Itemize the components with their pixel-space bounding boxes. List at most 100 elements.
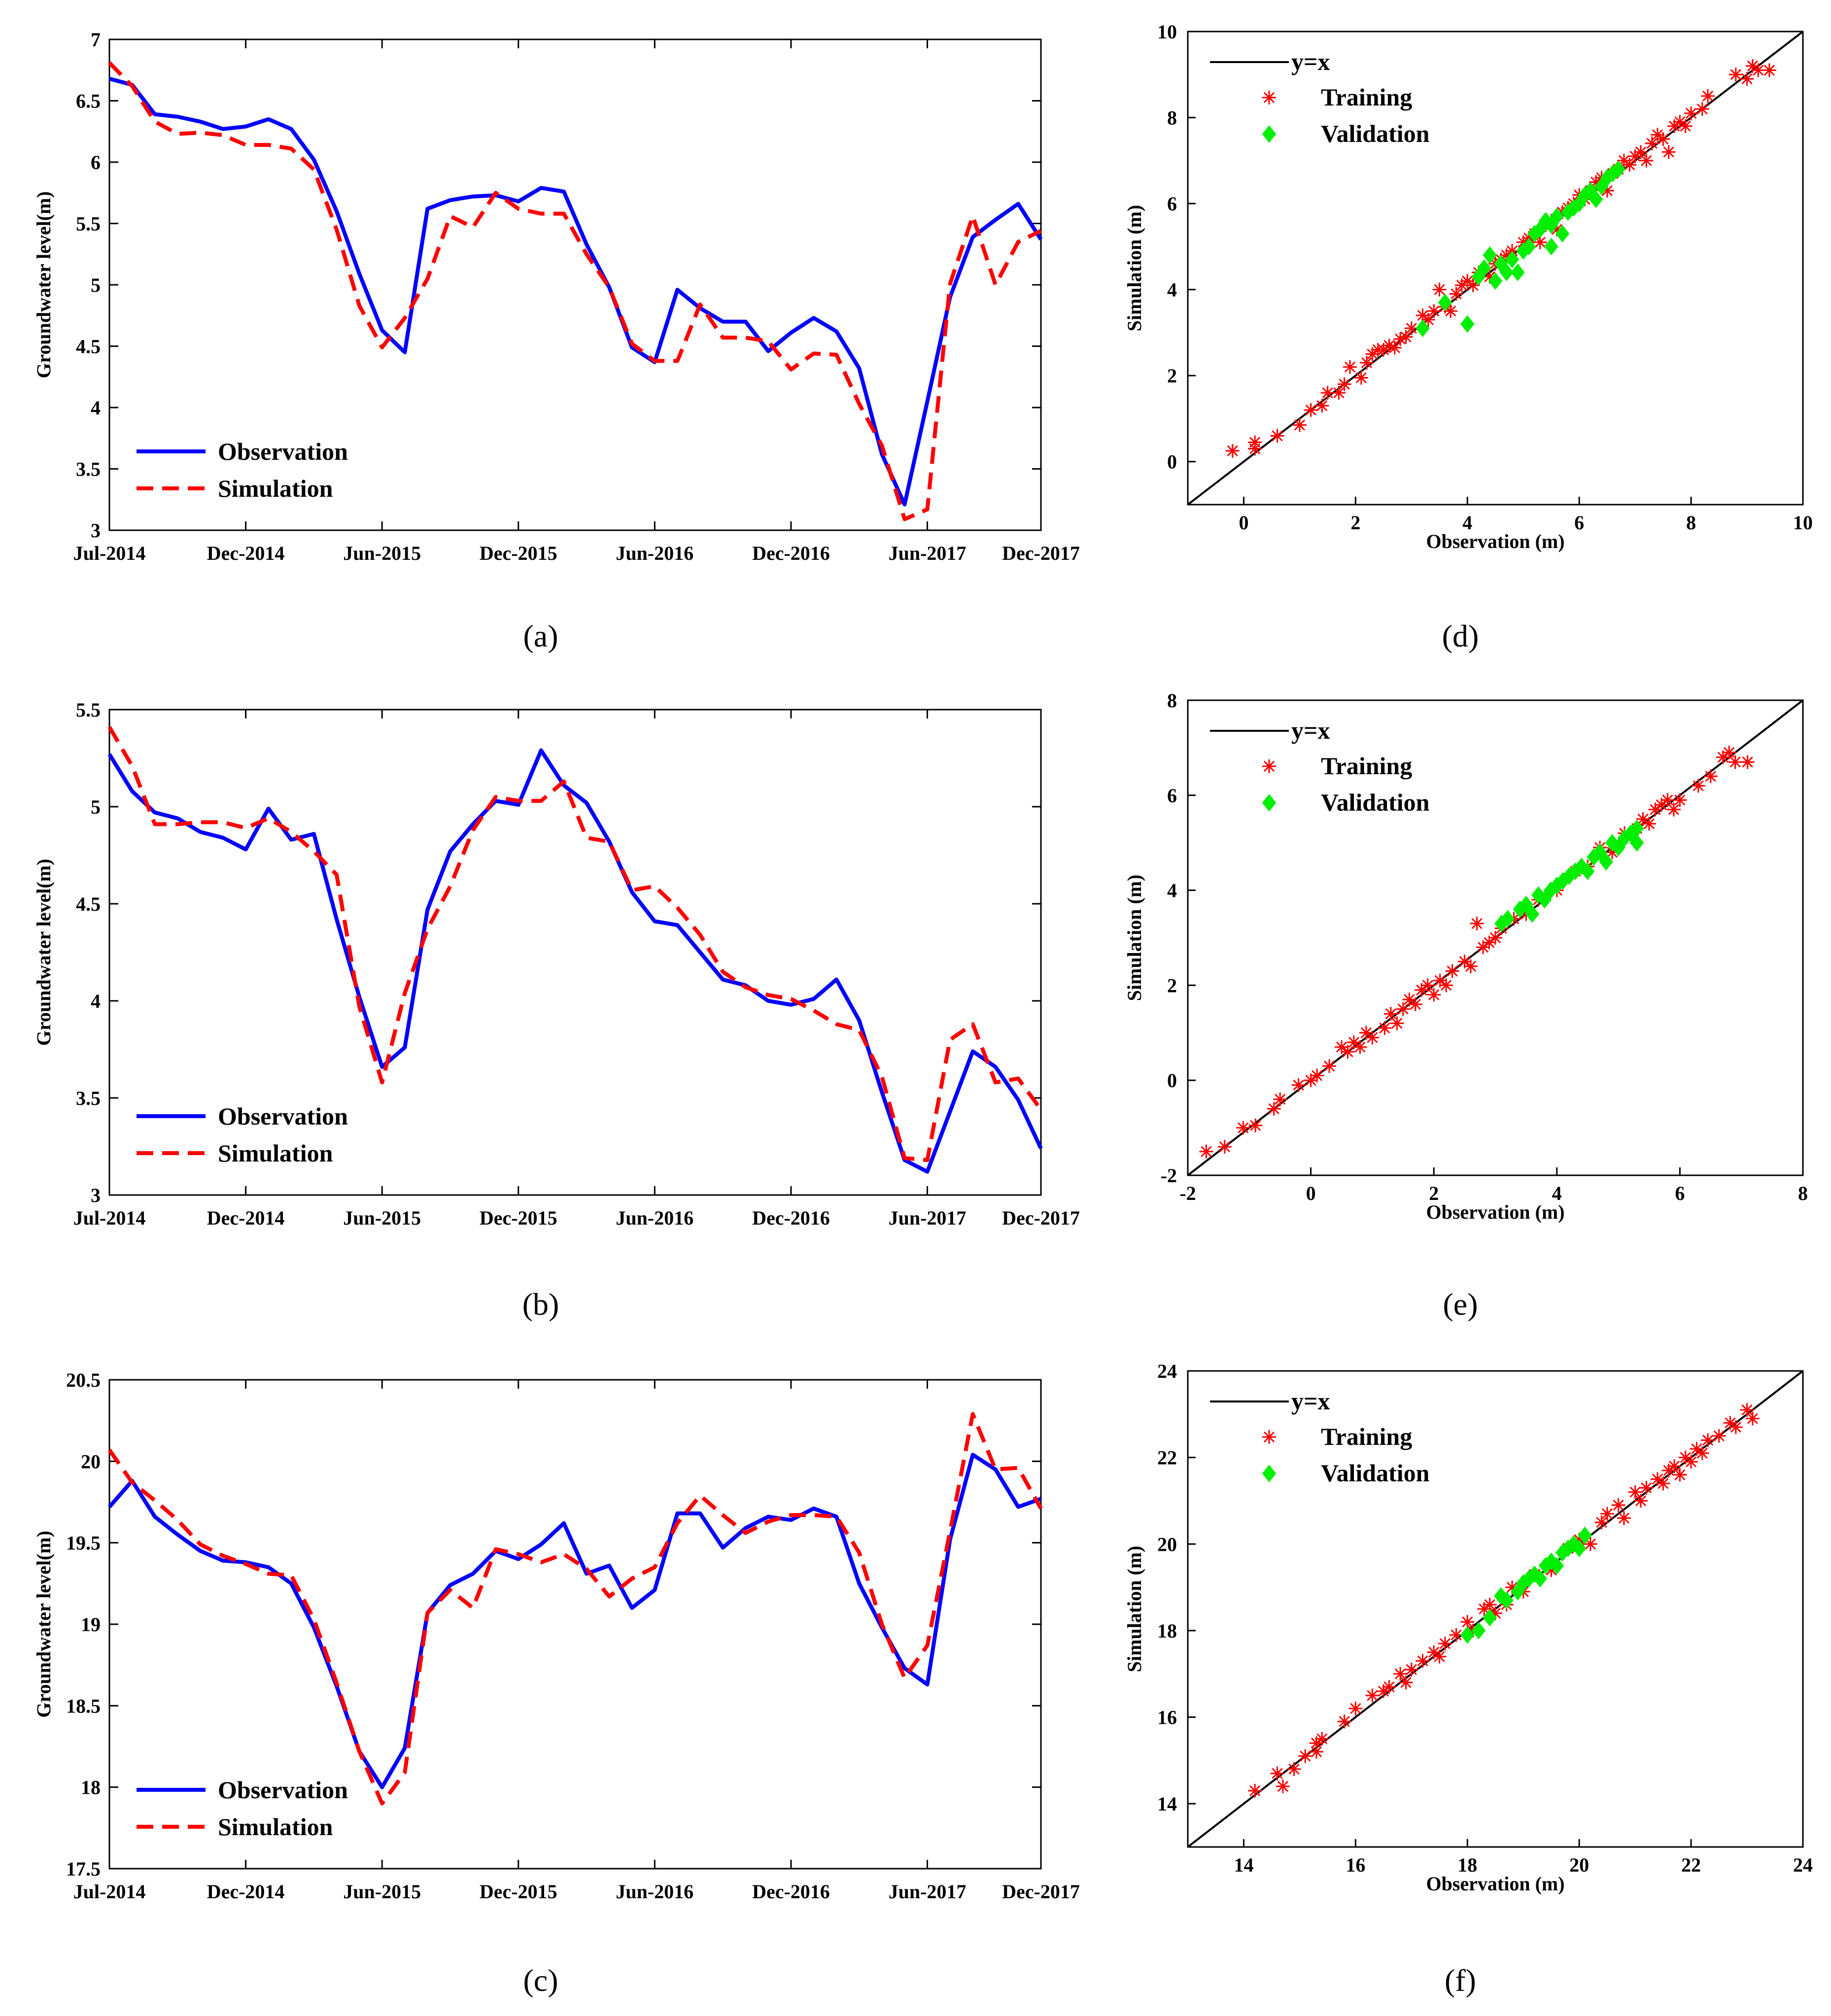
training-point (1740, 72, 1754, 86)
legend-label-simulation: Simulation (218, 1813, 333, 1841)
training-point (1660, 793, 1675, 807)
training-point (1359, 1025, 1373, 1040)
panel-caption: (c) (523, 1963, 558, 1998)
training-point (1390, 1016, 1404, 1030)
legend-swatch-validation (1262, 125, 1277, 143)
training-point (1483, 1598, 1497, 1612)
training-point (1477, 1602, 1491, 1616)
x-tick-label: Jun-2015 (343, 1880, 421, 1903)
training-point (1292, 418, 1307, 432)
training-point (1623, 158, 1637, 172)
legend-label-training: Training (1321, 752, 1412, 780)
training-point (1382, 1680, 1396, 1694)
training-point (1628, 149, 1642, 164)
training-point (1667, 119, 1682, 133)
training-point (1304, 403, 1318, 417)
validation-point (1460, 315, 1475, 333)
validation-point (1483, 246, 1497, 264)
y-tick-label: 2 (1167, 365, 1177, 387)
legend-label-training: Training (1321, 1423, 1412, 1450)
x-tick-label: 18 (1457, 1854, 1477, 1876)
training-point (1762, 63, 1776, 77)
training-point (1678, 119, 1693, 133)
training-point (1673, 793, 1687, 807)
x-tick-label: 6 (1675, 1182, 1685, 1204)
legend-label-identity: y=x (1291, 717, 1330, 744)
training-point (1639, 1481, 1654, 1495)
x-tick-label: 10 (1793, 512, 1813, 534)
training-point (1298, 1749, 1313, 1763)
training-point (1287, 1762, 1301, 1776)
training-point (1594, 1515, 1609, 1530)
legend-label-training: Training (1321, 83, 1412, 111)
training-point (1673, 115, 1687, 129)
training-point (1600, 1506, 1614, 1521)
validation-point (1629, 834, 1644, 852)
training-point (1499, 248, 1514, 262)
training-point (1745, 1411, 1760, 1426)
training-point (1343, 360, 1357, 374)
y-tick-label: 16 (1157, 1707, 1177, 1729)
x-tick-label: Dec-2017 (1002, 542, 1080, 564)
y-axis-label: Simulation (m) (1123, 1546, 1145, 1673)
y-tick-label: 4 (1167, 279, 1177, 301)
training-point (1617, 153, 1631, 168)
y-tick-label: 20 (81, 1450, 101, 1472)
training-point (1377, 342, 1391, 357)
y-tick-label: 5 (91, 796, 101, 818)
x-tick-label: Jun-2017 (889, 1207, 967, 1229)
training-point (1457, 955, 1472, 969)
x-tick-label: Dec-2015 (480, 1207, 557, 1229)
x-tick-label: Jun-2015 (343, 542, 421, 564)
y-tick-label: 4 (91, 397, 101, 419)
y-axis-label: Groundwater level(m) (33, 859, 55, 1046)
validation-point (1499, 263, 1514, 281)
training-point (1270, 429, 1284, 443)
training-point (1354, 371, 1368, 385)
training-point (1365, 347, 1380, 361)
validation-point (1519, 895, 1533, 914)
training-point (1267, 1102, 1281, 1116)
validation-point (1416, 319, 1430, 337)
training-point (1399, 330, 1413, 344)
legend-label-observation: Observation (218, 1776, 348, 1804)
line-chart-b: 3 3.5 4 4.5 5 5.5 Jul-2014 Dec-2014 Jun-2015 Dec-… (33, 699, 1080, 1322)
training-point (1449, 287, 1463, 301)
y-tick-label: 6 (91, 151, 101, 173)
training-point (1399, 1675, 1413, 1690)
training-point (1347, 1035, 1361, 1050)
training-point (1661, 1463, 1676, 1477)
x-tick-label: 0 (1239, 512, 1248, 534)
panel-caption: (b) (522, 1287, 559, 1322)
x-tick-label: Jul-2014 (73, 542, 146, 564)
training-point (1439, 978, 1453, 992)
y-tick-label: 3 (91, 519, 101, 542)
y-tick-label: 19 (81, 1613, 101, 1636)
training-point (1270, 1766, 1284, 1780)
validation-point (1592, 843, 1607, 861)
training-point (1421, 312, 1435, 327)
y-tick-label: 6.5 (76, 90, 101, 112)
y-tick-label: 8 (1167, 107, 1177, 129)
x-tick-label: 0 (1306, 1182, 1316, 1204)
training-point (1335, 1040, 1348, 1054)
x-tick-label: 14 (1234, 1854, 1253, 1876)
training-point (1617, 1511, 1631, 1525)
y-axis-label: Groundwater level(m) (33, 191, 55, 378)
training-point (1633, 145, 1648, 159)
x-tick-label: Jun-2017 (889, 542, 967, 564)
x-tick-label: Dec-2015 (480, 542, 557, 564)
x-tick-label: Dec-2015 (480, 1880, 557, 1903)
y-axis-label: Groundwater level(m) (33, 1531, 55, 1718)
y-tick-label: 24 (1157, 1360, 1177, 1382)
legend-label-observation: Observation (218, 438, 348, 465)
validation-point (1499, 1591, 1514, 1609)
training-point (1589, 175, 1603, 189)
training-point (1445, 964, 1459, 978)
training-point (1427, 988, 1441, 1002)
training-point (1378, 1021, 1392, 1035)
training-point (1642, 817, 1656, 831)
legend-label-simulation: Simulation (218, 475, 333, 502)
training-point (1651, 1472, 1665, 1486)
